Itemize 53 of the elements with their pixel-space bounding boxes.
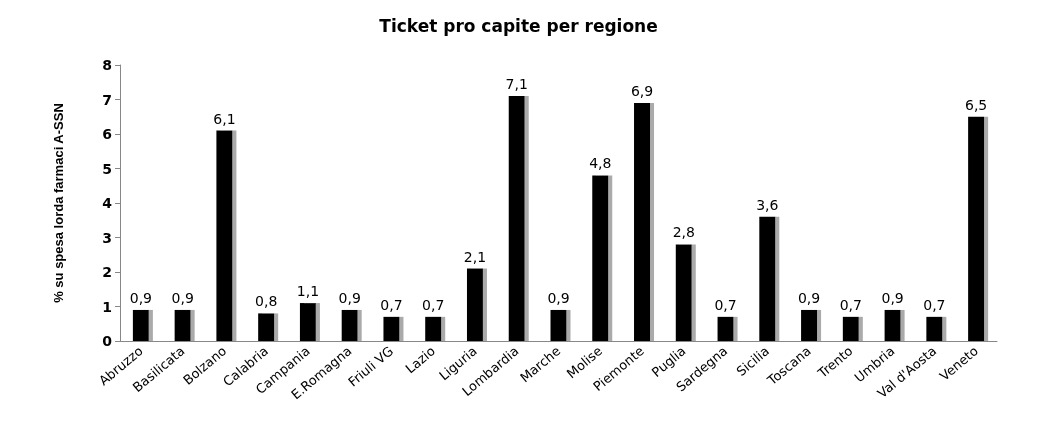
bar: [174, 309, 191, 341]
bar: [132, 309, 149, 341]
bar: [550, 309, 567, 341]
data-label: 0,9: [338, 289, 361, 306]
bar: [759, 216, 776, 341]
y-tick-label: 5: [102, 160, 112, 177]
bar: [801, 309, 818, 341]
y-tick-label: 7: [102, 91, 112, 108]
bar: [466, 268, 483, 341]
bar: [675, 244, 692, 341]
bar: [634, 102, 651, 341]
data-label: 0,9: [171, 289, 194, 306]
bar: [508, 96, 525, 341]
bar: [341, 309, 358, 341]
y-tick-label: 0: [102, 333, 113, 349]
data-label: 7,1: [505, 76, 528, 93]
data-label: 0,8: [255, 293, 278, 310]
data-label: 0,9: [129, 289, 153, 306]
data-label: 3,6: [756, 196, 779, 213]
data-label: 6,1: [213, 110, 236, 127]
bar: [383, 316, 400, 341]
bar: [592, 175, 609, 341]
data-label: 2,8: [672, 224, 695, 241]
bar: [425, 316, 442, 341]
y-tick-label: 4: [102, 195, 113, 211]
data-label: 6,9: [630, 82, 654, 99]
y-tick-label: 6: [102, 126, 112, 142]
data-label: 0,7: [380, 296, 403, 313]
data-label: 0,7: [714, 296, 737, 313]
bar: [717, 316, 734, 341]
data-label: 0,9: [797, 289, 821, 306]
data-label: 0,9: [881, 289, 904, 306]
bar: [258, 313, 275, 341]
data-label: 0,7: [839, 296, 862, 313]
bar: [926, 316, 943, 341]
y-tick-label: 1: [102, 298, 112, 315]
y-axis-title: % su spesa lorda farmaci A-SSN: [51, 103, 66, 303]
data-label: 2,1: [463, 248, 487, 265]
chart-title: Ticket pro capite per regione: [379, 15, 658, 36]
y-tick-label: 2: [102, 264, 112, 280]
bar: [299, 303, 316, 341]
bar: [884, 309, 901, 341]
data-label: 6,5: [964, 96, 988, 113]
data-label: 0,9: [547, 289, 570, 306]
data-label: 0,7: [923, 296, 946, 313]
y-tick-label: 3: [102, 229, 112, 246]
bar: [968, 116, 985, 341]
bar: [216, 130, 233, 341]
data-label: 1,1: [296, 283, 320, 300]
y-tick-label: 8: [102, 57, 112, 73]
data-label: 0,7: [422, 296, 445, 313]
bar: [842, 316, 859, 341]
data-label: 4,8: [589, 155, 612, 172]
